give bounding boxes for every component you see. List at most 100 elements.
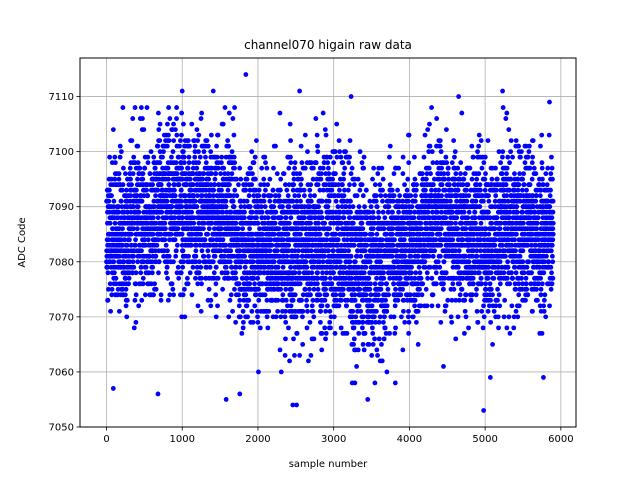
data-point — [341, 287, 346, 292]
data-point — [382, 226, 387, 231]
data-point — [300, 314, 305, 319]
data-point — [254, 215, 259, 220]
data-point — [242, 210, 247, 215]
data-point — [373, 182, 378, 187]
data-point — [182, 160, 187, 165]
data-point — [410, 204, 415, 209]
data-point — [281, 265, 286, 270]
data-point — [393, 381, 398, 386]
data-point — [297, 171, 302, 176]
data-point — [279, 215, 284, 220]
data-point — [422, 259, 427, 264]
data-point — [150, 182, 155, 187]
data-point — [120, 188, 125, 193]
data-point — [401, 171, 406, 176]
data-point — [402, 254, 407, 259]
data-point — [166, 105, 171, 110]
data-point — [237, 303, 242, 308]
data-point — [252, 281, 257, 286]
data-point — [294, 314, 299, 319]
data-point — [385, 370, 390, 375]
data-point — [110, 287, 115, 292]
data-point — [413, 177, 418, 182]
data-point — [153, 166, 158, 171]
data-point — [198, 265, 203, 270]
data-point — [174, 160, 179, 165]
data-point — [341, 292, 346, 297]
data-point — [212, 270, 217, 275]
data-point — [469, 144, 474, 149]
data-point — [166, 177, 171, 182]
data-point — [411, 314, 416, 319]
data-point — [214, 144, 219, 149]
data-point — [353, 259, 358, 264]
data-point — [448, 199, 453, 204]
data-point — [305, 265, 310, 270]
data-point — [216, 133, 221, 138]
data-point — [202, 254, 207, 259]
data-point — [368, 259, 373, 264]
data-point — [268, 177, 273, 182]
data-point — [341, 177, 346, 182]
data-point — [118, 155, 123, 160]
data-point — [453, 221, 458, 226]
data-point — [156, 215, 161, 220]
data-point — [311, 314, 316, 319]
data-point — [362, 204, 367, 209]
data-point — [213, 177, 218, 182]
data-point — [237, 298, 242, 303]
data-point — [462, 331, 467, 336]
data-point — [170, 281, 175, 286]
data-point — [340, 182, 345, 187]
data-point — [263, 160, 268, 165]
data-point — [136, 160, 141, 165]
data-point — [317, 292, 322, 297]
data-point — [232, 160, 237, 165]
data-point — [198, 155, 203, 160]
data-point — [226, 188, 231, 193]
data-point — [320, 331, 325, 336]
data-point — [300, 160, 305, 165]
data-point — [338, 259, 343, 264]
data-point — [331, 160, 336, 165]
data-point — [182, 155, 187, 160]
data-point — [159, 298, 164, 303]
data-point — [275, 298, 280, 303]
data-point — [361, 166, 366, 171]
data-point — [288, 138, 293, 143]
data-point — [364, 188, 369, 193]
data-point — [382, 215, 387, 220]
data-point — [125, 298, 130, 303]
data-point — [322, 221, 327, 226]
data-point — [197, 270, 202, 275]
data-point — [337, 188, 342, 193]
data-point — [287, 221, 292, 226]
data-point — [463, 226, 468, 231]
data-point — [358, 254, 363, 259]
data-point — [315, 144, 320, 149]
data-point — [241, 325, 246, 330]
data-point — [383, 298, 388, 303]
data-point — [462, 210, 467, 215]
data-point — [319, 210, 324, 215]
data-point — [188, 270, 193, 275]
data-point — [293, 292, 298, 297]
data-point — [473, 221, 478, 226]
data-point — [265, 325, 270, 330]
data-point — [474, 292, 479, 297]
data-point — [227, 182, 232, 187]
data-point — [348, 199, 353, 204]
data-point — [255, 276, 260, 281]
data-point — [431, 254, 436, 259]
data-point — [278, 287, 283, 292]
data-point — [167, 138, 172, 143]
data-point — [298, 182, 303, 187]
data-point — [141, 281, 146, 286]
data-point — [360, 182, 365, 187]
data-point — [371, 166, 376, 171]
data-point — [386, 287, 391, 292]
data-point — [194, 166, 199, 171]
data-point — [179, 166, 184, 171]
data-point — [327, 199, 332, 204]
data-point — [375, 171, 380, 176]
